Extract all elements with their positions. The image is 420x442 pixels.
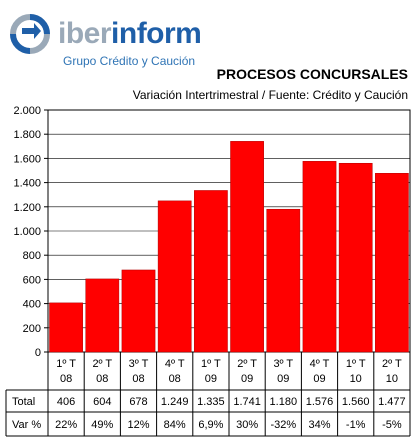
bar	[375, 173, 409, 353]
table-var-value: 12%	[127, 419, 149, 431]
y-tick-label: 2.000	[13, 105, 41, 117]
x-tick-label: 4º T	[310, 358, 330, 370]
x-tick-label: 1º T	[201, 358, 221, 370]
table-total-value: 604	[93, 396, 111, 408]
x-tick-label: 2º T	[92, 358, 112, 370]
brand-logo: iberinform Grupo Crédito y Caución	[10, 14, 230, 70]
iberinform-logo-icon	[10, 14, 50, 54]
table-total-value: 1.741	[233, 396, 261, 408]
table-var-value: 30%	[236, 419, 258, 431]
y-tick-label: 800	[23, 250, 41, 262]
brand-name-part2: inform	[111, 17, 202, 50]
x-tick-label: 2º T	[382, 358, 402, 370]
y-tick-label: 1.600	[13, 153, 41, 165]
bar	[85, 278, 120, 353]
x-tick-label: 1º T	[56, 358, 76, 370]
bar	[121, 269, 156, 353]
table-var-value: 49%	[91, 419, 113, 431]
y-tick-label: 1.400	[13, 178, 41, 190]
table-total-value: 1.477	[378, 396, 406, 408]
table-total-value: 1.560	[342, 396, 370, 408]
y-tick-label: 1.000	[13, 226, 41, 238]
table-row-label: Var %	[12, 419, 41, 431]
x-tick-label: 3º T	[129, 358, 149, 370]
x-tick-label: 09	[205, 373, 217, 385]
y-tick-label: 600	[23, 274, 41, 286]
y-tick-label: 200	[23, 323, 41, 335]
brand-name-part1: iber	[58, 17, 112, 50]
x-tick-label: 08	[96, 373, 108, 385]
x-tick-label: 09	[241, 373, 253, 385]
y-tick-label: 1.200	[13, 202, 41, 214]
x-tick-label: 08	[60, 373, 72, 385]
table-total-value: 1.576	[306, 396, 334, 408]
table-row-label: Total	[12, 396, 35, 408]
bar	[49, 302, 83, 353]
x-tick-label: 3º T	[273, 358, 293, 370]
x-tick-label: 1º T	[346, 358, 366, 370]
chart-title: PROCESOS CONCURSALES	[216, 66, 408, 82]
x-tick-label: 10	[386, 373, 398, 385]
chart-subtitle: Variación Intertrimestral / Fuente: Créd…	[132, 88, 408, 102]
y-tick-label: 0	[35, 347, 41, 359]
table-total-value: 1.335	[197, 396, 225, 408]
brand-tagline: Grupo Crédito y Caución	[63, 54, 196, 68]
x-tick-label: 09	[277, 373, 289, 385]
x-tick-label: 10	[350, 373, 362, 385]
table-total-value: 1.180	[270, 396, 298, 408]
bar	[157, 200, 192, 353]
table-var-value: 22%	[55, 419, 77, 431]
table-var-value: -1%	[346, 419, 366, 431]
x-tick-label: 08	[169, 373, 181, 385]
brand-name: iberinform	[58, 16, 202, 52]
bar	[338, 162, 373, 353]
x-tick-label: 2º T	[237, 358, 257, 370]
bar	[194, 190, 228, 353]
table-total-value: 406	[57, 396, 75, 408]
bar	[302, 161, 337, 353]
bar	[230, 141, 264, 353]
y-tick-label: 400	[23, 299, 41, 311]
table-var-value: -5%	[382, 419, 402, 431]
table-var-value: 84%	[164, 419, 186, 431]
x-tick-label: 4º T	[165, 358, 185, 370]
table-var-value: 6,9%	[198, 419, 223, 431]
bar	[266, 208, 301, 353]
x-tick-label: 08	[132, 373, 144, 385]
table-var-value: -32%	[270, 419, 296, 431]
x-tick-label: 09	[313, 373, 325, 385]
y-tick-label: 1.800	[13, 129, 41, 141]
table-var-value: 34%	[308, 419, 330, 431]
table-total-value: 1.249	[161, 396, 189, 408]
table-total-value: 678	[129, 396, 147, 408]
